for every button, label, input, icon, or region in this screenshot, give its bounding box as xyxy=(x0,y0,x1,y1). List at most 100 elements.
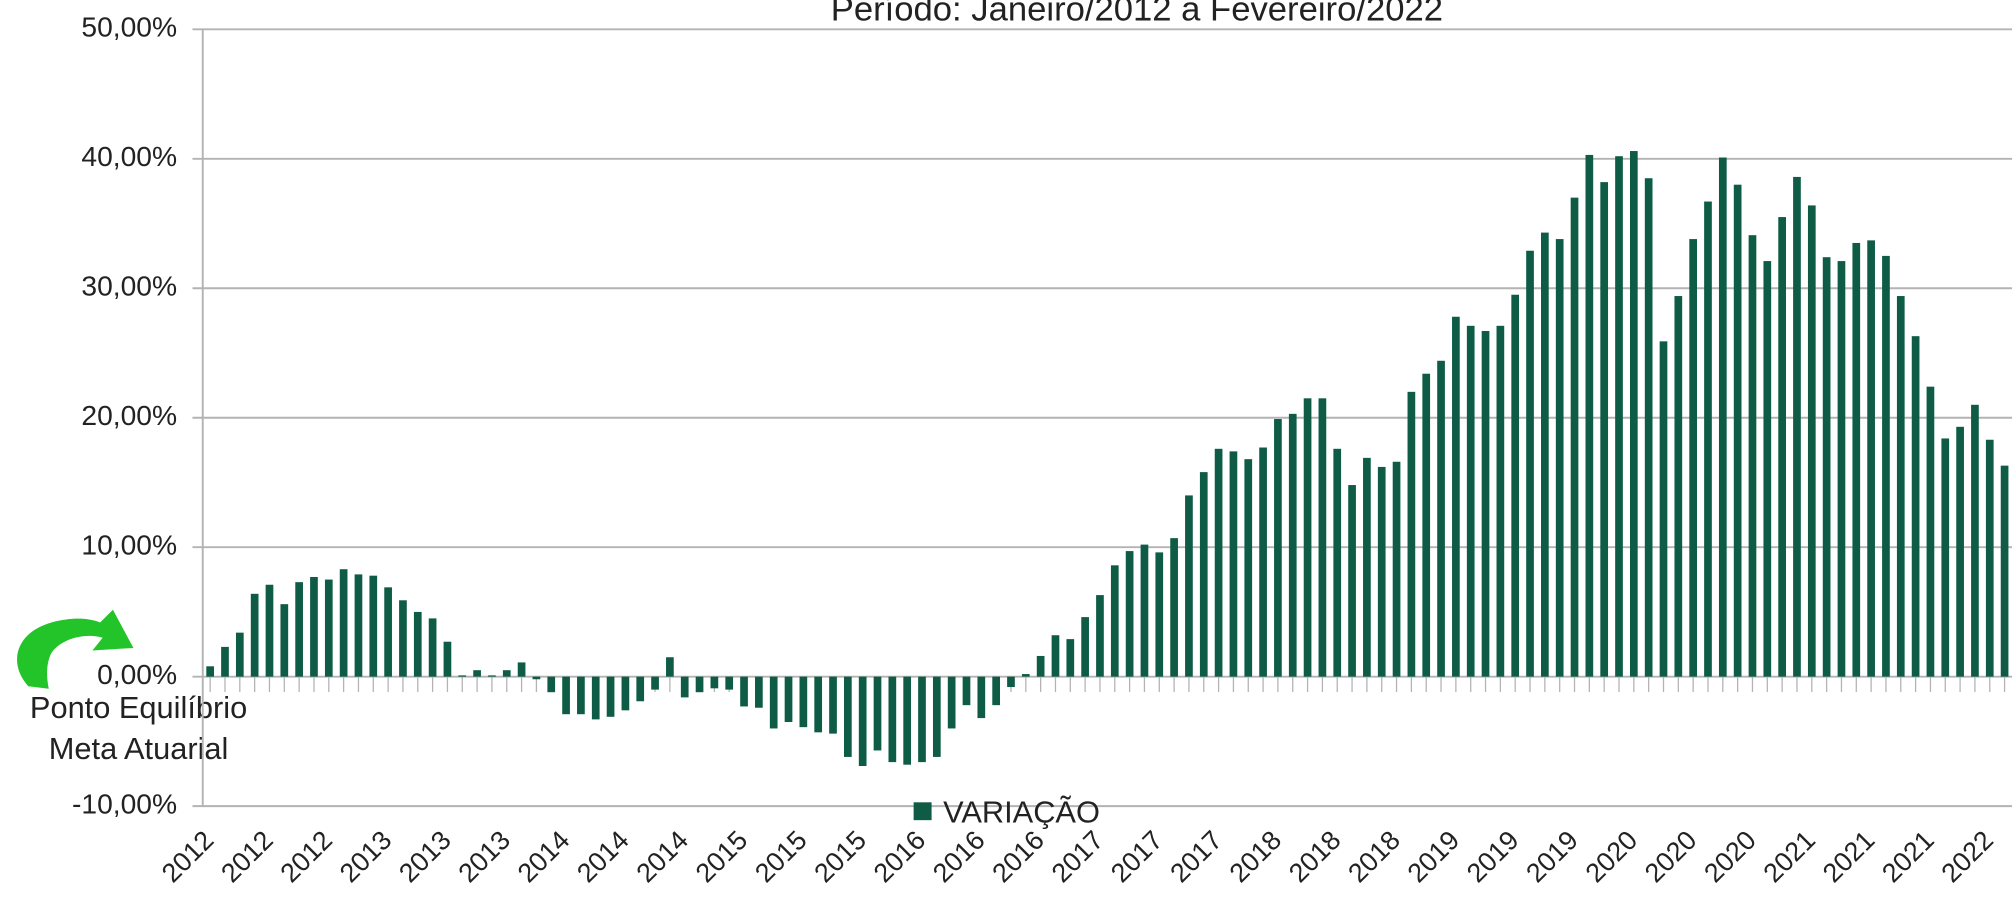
bar xyxy=(1956,426,1964,677)
bar xyxy=(265,584,274,677)
bar xyxy=(562,676,570,715)
bar xyxy=(1422,373,1431,677)
y-tick-label: 20,00% xyxy=(81,400,177,431)
bar xyxy=(488,675,496,677)
bar xyxy=(680,676,689,698)
bar xyxy=(651,676,659,690)
bar xyxy=(1140,544,1149,677)
x-tick-label: 2014 xyxy=(571,825,635,888)
x-tick-label: 2015 xyxy=(690,825,754,888)
bar xyxy=(517,662,526,677)
x-tick-label: 2016 xyxy=(927,825,991,888)
bar xyxy=(591,676,600,720)
bar xyxy=(1110,565,1119,677)
bar xyxy=(1392,461,1401,677)
y-tick-label: 30,00% xyxy=(81,271,177,302)
x-tick-label: 2018 xyxy=(1283,825,1347,888)
x-tick-label: 2014 xyxy=(630,825,694,888)
bar xyxy=(1007,676,1015,688)
bar xyxy=(1941,438,1950,677)
bar xyxy=(1852,242,1861,677)
bar xyxy=(310,576,318,677)
bar xyxy=(1926,386,1935,677)
bar xyxy=(769,676,778,729)
bar xyxy=(1985,439,1994,677)
bar xyxy=(502,670,511,677)
bar xyxy=(1377,466,1386,677)
bar xyxy=(1081,617,1089,677)
y-tick-label: 50,00% xyxy=(81,12,177,43)
bar xyxy=(1837,261,1846,677)
bar xyxy=(1155,552,1164,677)
bar xyxy=(1170,538,1178,677)
bar xyxy=(473,670,481,677)
bar xyxy=(1066,639,1075,677)
bar xyxy=(755,676,763,708)
x-tick-label: 2018 xyxy=(1224,825,1288,888)
bar xyxy=(725,676,734,690)
bar xyxy=(695,676,704,693)
x-tick-label: 2012 xyxy=(275,825,339,888)
x-tick-label: 2017 xyxy=(1046,825,1110,888)
x-tick-label: 2014 xyxy=(512,825,576,888)
bar xyxy=(1793,176,1801,677)
bar xyxy=(1496,325,1505,677)
bar xyxy=(1689,239,1698,677)
bar xyxy=(962,676,971,706)
bar xyxy=(1466,325,1475,677)
bar xyxy=(1763,261,1772,677)
bar xyxy=(1659,341,1668,677)
bar xyxy=(295,582,303,677)
bar xyxy=(1363,457,1371,677)
bar xyxy=(977,676,986,719)
bar xyxy=(1303,398,1312,677)
bar xyxy=(1733,184,1742,677)
bar xyxy=(1629,151,1638,677)
bar xyxy=(1674,296,1683,677)
x-tick-label: 2017 xyxy=(1164,825,1228,888)
annotation: Meta Atuarial xyxy=(49,731,229,766)
x-tick-label: 2017 xyxy=(1105,825,1169,888)
bar xyxy=(250,593,259,677)
bar xyxy=(1229,451,1238,677)
bar xyxy=(1778,217,1786,677)
bar xyxy=(458,675,467,677)
bar xyxy=(1437,360,1445,677)
x-tick-label: 2021 xyxy=(1758,825,1822,888)
bar xyxy=(1555,239,1564,677)
bar xyxy=(1541,232,1549,677)
bar xyxy=(784,676,793,722)
bar xyxy=(1822,257,1831,677)
bar xyxy=(918,676,926,763)
y-tick-label: 10,00% xyxy=(81,530,177,561)
bar xyxy=(1288,413,1297,677)
x-tick-label: 2013 xyxy=(393,825,457,888)
bar xyxy=(947,676,956,729)
x-tick-label: 2013 xyxy=(334,825,398,888)
bar xyxy=(710,676,719,689)
bar xyxy=(799,676,808,728)
x-tick-label: 2015 xyxy=(749,825,813,888)
y-tick-label: 40,00% xyxy=(81,141,177,172)
bar xyxy=(369,575,378,677)
bar xyxy=(1199,472,1208,677)
x-tick-label: 2015 xyxy=(808,825,872,888)
x-tick-label: 2020 xyxy=(1580,825,1644,888)
bar xyxy=(1096,595,1104,677)
bar xyxy=(1511,294,1520,677)
bar xyxy=(1051,635,1060,677)
bar xyxy=(384,587,392,677)
bar xyxy=(1971,404,1979,677)
bar xyxy=(932,676,941,757)
bar xyxy=(1807,205,1816,677)
legend-swatch xyxy=(913,802,932,821)
bar xyxy=(814,676,823,733)
bar xyxy=(1644,178,1653,677)
bar xyxy=(1214,448,1223,677)
bar xyxy=(1867,240,1875,677)
x-tick-label: 2012 xyxy=(215,825,279,888)
bar xyxy=(324,579,333,677)
bar xyxy=(1348,485,1356,677)
bar xyxy=(843,676,852,757)
